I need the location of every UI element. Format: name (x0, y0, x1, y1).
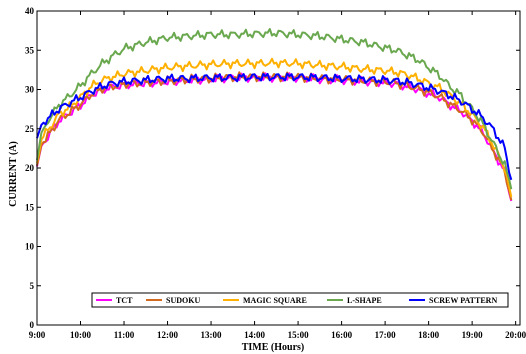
x-tick-label: 11:00 (114, 330, 135, 340)
x-tick-label: 19:00 (462, 330, 483, 340)
y-axis-label: CURRENT (A) (8, 141, 19, 207)
y-tick-label: 5 (30, 281, 35, 291)
x-tick-label: 18:00 (418, 330, 439, 340)
x-tick-label: 12:00 (157, 330, 178, 340)
legend-label: L-SHAPE (347, 296, 382, 305)
y-tick-label: 25 (25, 124, 35, 134)
legend-label: TCT (116, 296, 133, 305)
x-tick-label: 9:00 (29, 330, 46, 340)
x-tick-label: 10:00 (70, 330, 91, 340)
y-tick-label: 15 (25, 202, 35, 212)
x-tick-label: 16:00 (331, 330, 352, 340)
legend-label: SUDOKU (166, 296, 200, 305)
x-tick-label: 17:00 (375, 330, 396, 340)
x-tick-label: 13:00 (201, 330, 222, 340)
legend-label: SCREW PATTERN (429, 296, 497, 305)
x-tick-label: 15:00 (288, 330, 309, 340)
x-axis-label: TIME (Hours) (242, 342, 305, 353)
y-tick-label: 40 (25, 6, 35, 16)
y-tick-label: 10 (25, 242, 35, 252)
y-tick-label: 0 (30, 320, 35, 330)
y-tick-label: 30 (25, 85, 35, 95)
y-tick-label: 20 (25, 163, 35, 173)
y-tick-label: 35 (25, 45, 35, 55)
x-tick-label: 14:00 (244, 330, 265, 340)
y-axis: 0 5 10 15 20 25 30 35 40 (25, 6, 520, 330)
plot-lines (37, 29, 511, 201)
legend: TCT SUDOKU MAGIC SQUARE L-SHAPE SCREW PATTER… (92, 293, 508, 307)
x-tick-label: 20:00 (505, 330, 526, 340)
legend-label: MAGIC SQUARE (243, 296, 307, 305)
series-line-l-shape (37, 29, 511, 189)
